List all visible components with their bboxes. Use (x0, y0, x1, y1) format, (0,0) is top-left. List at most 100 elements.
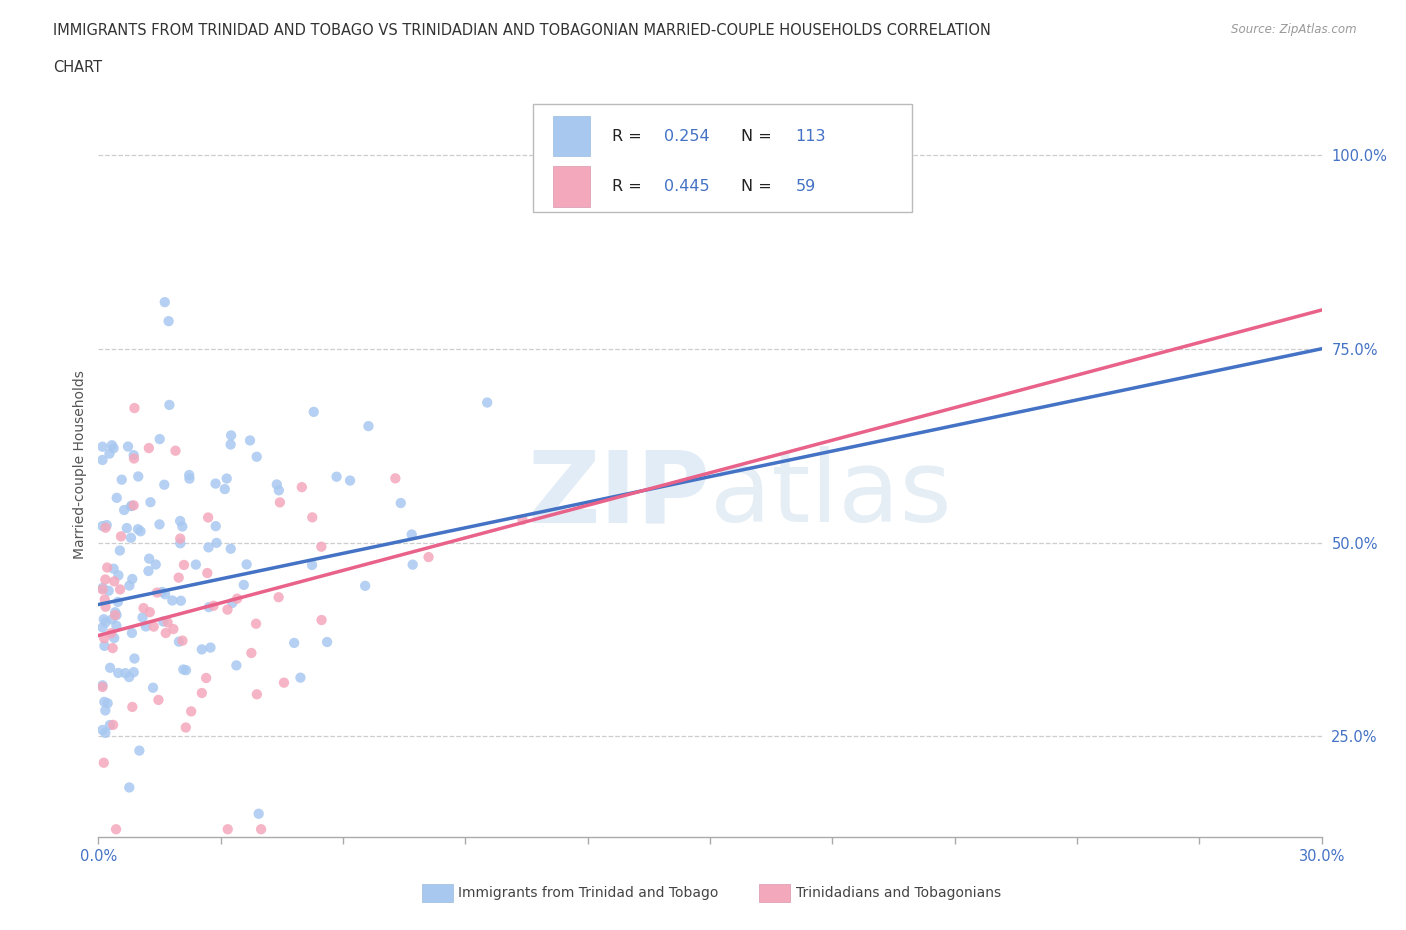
Point (195, 565, 218, 580)
Point (246, 687, 269, 702)
Point (93, 755, 115, 770)
Point (184, 557, 207, 572)
Point (150, 584, 173, 599)
Point (91, 453, 114, 468)
Point (91, 580, 114, 595)
Point (101, 641, 124, 656)
Point (103, 631, 125, 645)
FancyBboxPatch shape (554, 115, 591, 156)
Point (418, 550, 440, 565)
Point (115, 521, 138, 536)
Point (226, 591, 249, 606)
Point (401, 527, 423, 542)
Point (98, 660, 121, 675)
Point (105, 490, 128, 505)
Point (246, 449, 269, 464)
Point (138, 564, 160, 578)
Point (121, 572, 143, 587)
Point (302, 405, 325, 419)
Point (172, 519, 194, 534)
Point (91, 678, 114, 693)
Point (167, 634, 190, 649)
Point (121, 626, 143, 641)
Point (311, 539, 333, 554)
Point (98, 446, 121, 461)
Point (118, 780, 141, 795)
Point (169, 536, 191, 551)
Point (311, 613, 333, 628)
Point (117, 439, 139, 454)
Text: CHART: CHART (53, 60, 103, 75)
Point (107, 594, 129, 609)
Point (110, 529, 132, 544)
Point (235, 557, 257, 572)
Point (221, 595, 243, 610)
Point (104, 607, 127, 622)
Point (200, 640, 222, 655)
Text: 59: 59 (796, 179, 815, 193)
Point (245, 617, 267, 631)
Point (94, 703, 117, 718)
Point (122, 451, 145, 466)
Point (195, 671, 218, 685)
Point (93, 592, 115, 607)
Point (93, 631, 115, 645)
Point (301, 557, 323, 572)
Point (283, 635, 305, 650)
Point (121, 498, 143, 513)
Point (120, 530, 142, 545)
Point (219, 541, 242, 556)
Point (389, 496, 412, 511)
Point (477, 395, 499, 410)
Text: Source: ZipAtlas.com: Source: ZipAtlas.com (1232, 23, 1357, 36)
Point (94, 615, 117, 630)
Point (94, 725, 117, 740)
FancyBboxPatch shape (554, 166, 591, 206)
Point (174, 720, 197, 735)
Point (267, 483, 290, 498)
Point (91, 582, 114, 597)
Point (94, 572, 117, 587)
Point (174, 663, 197, 678)
Point (139, 604, 162, 619)
Point (105, 607, 128, 622)
Point (108, 543, 131, 558)
Point (101, 438, 124, 453)
Point (138, 551, 160, 566)
Point (354, 578, 377, 593)
Point (103, 574, 125, 589)
Text: atlas: atlas (710, 446, 952, 543)
Point (197, 510, 219, 525)
Point (153, 477, 176, 492)
Point (91, 439, 114, 454)
Point (202, 598, 225, 613)
Point (269, 495, 291, 510)
Point (100, 626, 122, 641)
Point (215, 472, 238, 486)
Point (107, 568, 129, 583)
Point (239, 433, 262, 448)
Point (98, 718, 121, 733)
Point (167, 570, 190, 585)
Point (129, 524, 152, 538)
Text: 113: 113 (796, 128, 827, 143)
Point (118, 670, 141, 684)
Point (247, 806, 270, 821)
Point (214, 482, 236, 497)
Point (122, 498, 145, 512)
Text: Immigrants from Trinidad and Tobago: Immigrants from Trinidad and Tobago (458, 885, 718, 900)
Point (105, 618, 128, 633)
Point (357, 418, 380, 433)
Point (148, 517, 170, 532)
Point (97, 583, 120, 598)
Point (120, 498, 142, 513)
Point (402, 557, 425, 572)
Point (122, 447, 145, 462)
Point (103, 441, 125, 456)
Point (301, 510, 323, 525)
Point (94, 520, 117, 535)
Point (94, 599, 117, 614)
Point (122, 665, 145, 680)
Point (219, 428, 242, 443)
Point (197, 540, 219, 555)
